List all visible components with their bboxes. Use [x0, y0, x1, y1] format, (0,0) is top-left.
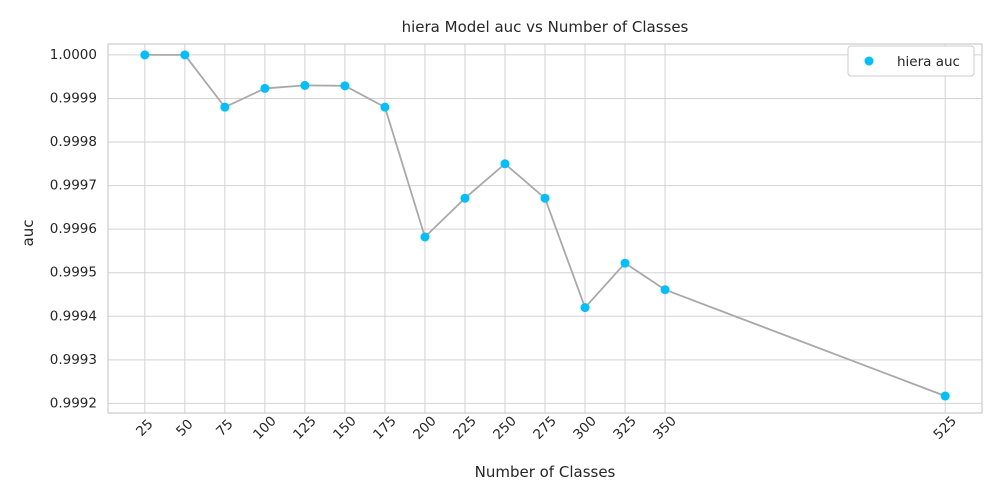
y-tick-label: 0.9993: [50, 352, 97, 368]
legend-box: [847, 45, 975, 77]
x-tick-label: 275: [530, 413, 560, 443]
data-point: [580, 303, 590, 313]
x-tick-label: 250: [490, 413, 520, 443]
data-point: [460, 193, 470, 203]
data-point: [500, 159, 510, 169]
x-tick-label: 325: [610, 413, 640, 443]
y-axis-label: auc: [19, 220, 37, 247]
plot-frame: [107, 43, 983, 414]
x-tick-label: 150: [330, 413, 360, 443]
x-tick-label: 525: [930, 413, 960, 443]
y-tick-label: 0.9994: [50, 308, 97, 324]
data-point: [540, 193, 550, 203]
data-points: [140, 50, 950, 401]
data-point: [380, 102, 390, 112]
y-tick-label: 0.9992: [50, 395, 97, 411]
data-point: [300, 80, 310, 90]
x-tick-label: 350: [650, 413, 680, 443]
x-tick-label: 125: [290, 413, 320, 443]
x-tick-label: 175: [370, 413, 400, 443]
data-point: [260, 83, 270, 93]
y-tick-label: 0.9998: [50, 134, 97, 150]
data-point: [940, 391, 950, 401]
x-axis-label: Number of Classes: [475, 463, 616, 481]
x-tick-label: 50: [173, 416, 196, 439]
legend-label: hiera auc: [897, 54, 960, 70]
data-point: [420, 232, 430, 242]
chart-title: hiera Model auc vs Number of Classes: [402, 18, 689, 36]
legend-marker: [864, 56, 874, 66]
y-tick-labels: 0.9992 0.9993 0.9994 0.9995 0.9996 0.9997 0.99…: [50, 47, 97, 412]
x-tick-labels: 25 50 75 100 125 150 175 200 225 250 275 300 325 350 5…: [133, 413, 960, 443]
y-tick-label: 1.0000: [50, 47, 97, 63]
x-tick-label: 25: [133, 416, 156, 439]
data-point: [140, 50, 150, 60]
grid-lines: [108, 44, 982, 413]
y-tick-label: 0.9997: [50, 178, 97, 194]
data-point: [220, 102, 230, 112]
x-tick-label: 75: [213, 416, 236, 439]
x-tick-label: 300: [570, 413, 600, 443]
y-tick-label: 0.9999: [50, 90, 97, 106]
data-point: [620, 258, 630, 268]
y-tick-label: 0.9995: [50, 265, 97, 281]
data-point: [180, 50, 190, 60]
data-point: [340, 81, 350, 91]
x-tick-label: 200: [410, 413, 440, 443]
y-tick-label: 0.9996: [50, 221, 97, 237]
data-point: [660, 285, 670, 295]
legend: hiera auc: [847, 45, 975, 77]
x-tick-label: 225: [450, 413, 480, 443]
x-tick-label: 100: [250, 413, 280, 443]
